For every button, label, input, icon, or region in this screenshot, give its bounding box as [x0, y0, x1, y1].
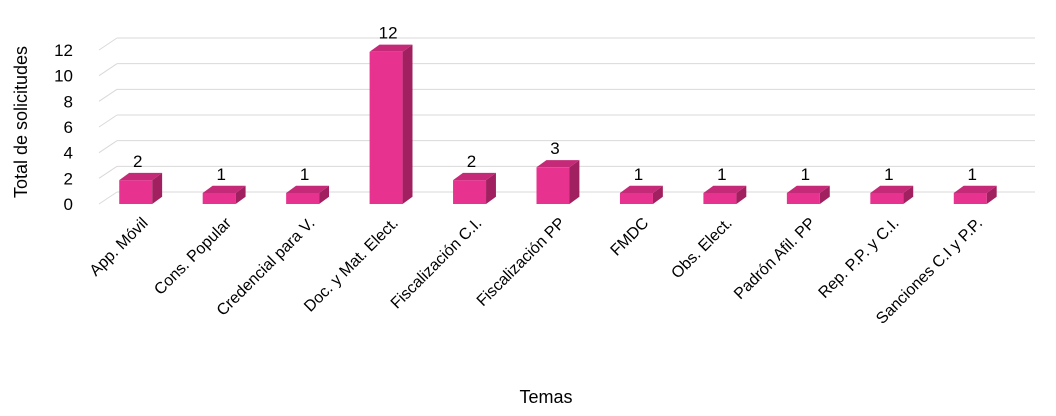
- gridline-depth: [98, 37, 118, 51]
- bar-front: [786, 192, 820, 204]
- bar-front: [703, 192, 737, 204]
- y-tick-label: 10: [54, 67, 73, 86]
- bar-top: [119, 172, 163, 181]
- bar-side: [986, 185, 997, 204]
- bar-front: [286, 192, 320, 204]
- data-label: 1: [884, 165, 893, 184]
- data-label: 1: [801, 165, 810, 184]
- bar-side: [486, 172, 496, 204]
- bar-1: [119, 172, 163, 204]
- data-label: 1: [300, 165, 309, 184]
- bar-side: [736, 185, 747, 204]
- gridline-depth: [98, 165, 118, 179]
- bar-top: [369, 44, 413, 52]
- bar-5: [453, 172, 496, 204]
- y-tick-label: 12: [54, 41, 73, 60]
- bar-top: [786, 185, 830, 193]
- bar-6: [536, 160, 580, 204]
- bar-side: [402, 44, 413, 204]
- bar-8: [703, 185, 747, 204]
- bar-top: [870, 185, 914, 193]
- y-tick-label: 2: [64, 169, 73, 188]
- x-tick-label: Rep. P.P. y C.I.: [816, 215, 903, 302]
- y-tick-label: 0: [64, 195, 73, 214]
- data-label: 1: [717, 165, 726, 184]
- bar-front: [870, 192, 904, 204]
- data-label: 12: [379, 24, 398, 43]
- bar-front: [369, 51, 403, 204]
- bar-side: [319, 185, 330, 204]
- bar-10: [870, 185, 914, 204]
- bar-top: [619, 185, 663, 193]
- bar-side: [652, 185, 663, 204]
- gridline-depth: [98, 114, 118, 128]
- x-tick-label: Padrón Afil. PP: [731, 215, 819, 303]
- bar-3: [286, 185, 330, 204]
- bar-top: [703, 185, 747, 193]
- y-tick-label: 4: [64, 144, 73, 163]
- gridline-depth: [98, 88, 118, 102]
- bar-top: [953, 185, 997, 193]
- data-label: 2: [467, 152, 476, 171]
- x-tick-label: Obs. Elect.: [668, 215, 735, 282]
- bar-9: [786, 185, 830, 204]
- x-tick-label: App. Móvil: [87, 215, 152, 280]
- y-tick-label: 6: [64, 118, 73, 137]
- y-axis-ticks: 0 2 4 6 8 10 12: [54, 41, 73, 214]
- bar-side: [235, 185, 246, 204]
- x-tick-label: Cons. Popular: [151, 214, 235, 298]
- bar-side: [903, 185, 914, 204]
- bar-front: [202, 192, 236, 204]
- bar-front: [619, 192, 653, 204]
- gridline-depth: [98, 191, 118, 205]
- bar-11: [953, 185, 997, 204]
- y-tick-label: 8: [64, 92, 73, 111]
- bar-front: [453, 180, 487, 204]
- data-label: 3: [550, 139, 559, 158]
- bar-side: [152, 172, 163, 204]
- grid-layer: [98, 37, 1035, 205]
- bar-side: [569, 160, 580, 204]
- x-axis-title: Temas: [519, 387, 572, 407]
- gridline-depth: [98, 63, 118, 77]
- bar-front: [536, 167, 570, 204]
- bar-top: [202, 185, 246, 193]
- y-axis-title: Total de solicitudes: [11, 46, 31, 198]
- bar-top: [453, 172, 496, 181]
- data-label: 1: [216, 165, 225, 184]
- data-label: 2: [133, 152, 142, 171]
- bar-front: [953, 192, 987, 204]
- bars: [119, 44, 997, 204]
- x-tick-label: Fiscalización PP: [474, 215, 569, 310]
- bar-side: [819, 185, 830, 204]
- bar-7: [619, 185, 663, 204]
- data-label: 1: [968, 165, 977, 184]
- bar-front: [119, 180, 153, 204]
- bar-top: [536, 160, 580, 168]
- x-tick-label: Fiscalización C.I.: [388, 215, 486, 313]
- x-tick-label: FMDC: [608, 215, 653, 260]
- data-label: 1: [634, 165, 643, 184]
- bar-top: [286, 185, 330, 193]
- bar-4: [369, 44, 413, 204]
- bar-2: [202, 185, 246, 204]
- gridline-depth: [98, 140, 118, 154]
